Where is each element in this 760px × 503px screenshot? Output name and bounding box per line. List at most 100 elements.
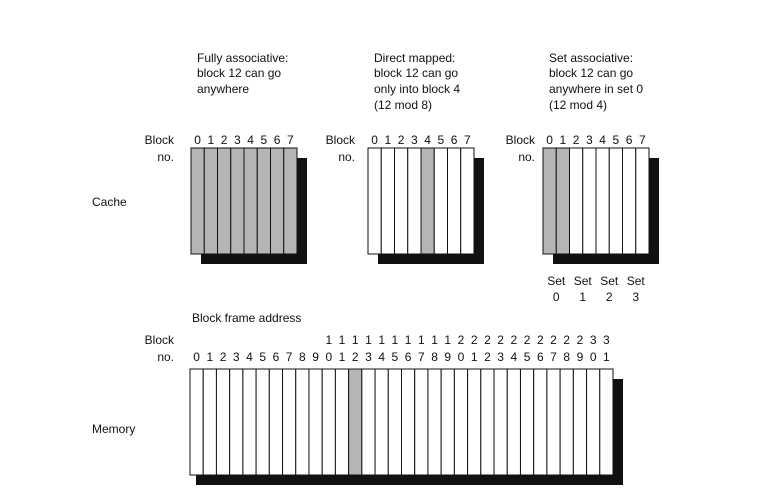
fully-block-number-2: 2 <box>221 133 228 147</box>
memory-block-units-3: 3 <box>233 350 240 364</box>
direct-caption-line-3: only into block 4 <box>374 82 460 96</box>
memory-block-tens-24: 2 <box>511 333 518 347</box>
memory-block-0 <box>189 368 204 476</box>
set-caption-line-2: block 12 can go <box>549 66 633 80</box>
memory-block-units-14: 4 <box>378 350 385 364</box>
fully-block-number-1: 1 <box>208 133 215 147</box>
memory-block-units-23: 3 <box>497 350 504 364</box>
set-cache-block-1 <box>555 147 570 255</box>
fully-block-number-6: 6 <box>274 133 281 147</box>
fully-block-number-4: 4 <box>247 133 254 147</box>
set-cache-block-0 <box>542 147 557 255</box>
fully-block-label: Block <box>145 133 175 147</box>
memory-block-units-12: 2 <box>352 350 359 364</box>
fully-associative-panel: Fully associative: block 12 can go anywh… <box>145 51 307 264</box>
memory-block-tens-30: 3 <box>590 333 597 347</box>
set-block-number-7: 7 <box>639 133 646 147</box>
set-number-1: 1 <box>579 290 586 304</box>
set-cache-block-2 <box>569 147 584 255</box>
memory-block-tens-23: 2 <box>497 333 504 347</box>
memory-block-21 <box>467 368 482 476</box>
memory-block-tens-26: 2 <box>537 333 544 347</box>
memory-block-9 <box>308 368 323 476</box>
fully-caption-line-1: Fully associative: <box>197 51 288 65</box>
memory-block-units-18: 8 <box>431 350 438 364</box>
set-label-0: Set <box>547 274 566 288</box>
memory-block-units-22: 2 <box>484 350 491 364</box>
memory-block-31 <box>599 368 614 476</box>
memory-block-15 <box>387 368 402 476</box>
direct-no-label: no. <box>338 150 355 164</box>
memory-block-units-25: 5 <box>524 350 531 364</box>
memory-block-units-24: 4 <box>511 350 518 364</box>
direct-cache-block-7 <box>460 147 475 255</box>
memory-block-12 <box>348 368 363 476</box>
memory-block-tens-11: 1 <box>339 333 346 347</box>
direct-block-label: Block <box>326 133 356 147</box>
fully-caption-line-2: block 12 can go <box>197 66 281 80</box>
set-caption-line-1: Set associative: <box>549 51 633 65</box>
memory-block-tens-28: 2 <box>563 333 570 347</box>
memory-block-tens-14: 1 <box>378 333 385 347</box>
memory-block-22 <box>480 368 495 476</box>
memory-block-2 <box>215 368 231 476</box>
memory-block-tens-15: 1 <box>392 333 399 347</box>
fully-cache-block-6 <box>270 147 285 255</box>
fully-cache-block-3 <box>230 147 245 255</box>
cache-label: Cache <box>92 195 127 209</box>
memory-block-units-2: 2 <box>220 350 227 364</box>
memory-block-units-28: 8 <box>563 350 570 364</box>
direct-mapped-panel: Direct mapped: block 12 can go only into… <box>326 51 484 264</box>
block-frame-address-title: Block frame address <box>192 311 301 325</box>
memory-block-10 <box>321 368 336 476</box>
memory-block-tens-12: 1 <box>352 333 359 347</box>
set-number-3: 3 <box>632 290 639 304</box>
direct-cache-block-2 <box>394 147 409 255</box>
direct-block-number-3: 3 <box>411 133 418 147</box>
memory-block-units-20: 0 <box>458 350 465 364</box>
fully-cache-block-0 <box>190 147 205 255</box>
memory-block-units-29: 9 <box>577 350 584 364</box>
fully-caption-line-3: anywhere <box>197 82 249 96</box>
fully-cache-block-4 <box>243 147 258 255</box>
fully-block-number-7: 7 <box>287 133 294 147</box>
memory-label: Memory <box>92 422 135 436</box>
memory-block-tens-17: 1 <box>418 333 425 347</box>
set-block-number-6: 6 <box>626 133 633 147</box>
direct-caption-line-2: block 12 can go <box>374 66 458 80</box>
set-cache-block-3 <box>582 147 597 255</box>
memory-block-units-27: 7 <box>550 350 557 364</box>
memory-block-25 <box>519 368 535 476</box>
memory-block-units-21: 1 <box>471 350 478 364</box>
fully-no-label: no. <box>157 150 174 164</box>
fully-cache-block-5 <box>256 147 271 255</box>
memory-block-1 <box>202 368 217 476</box>
memory-block-20 <box>453 368 469 476</box>
direct-block-number-5: 5 <box>438 133 445 147</box>
memory-block-tens-13: 1 <box>365 333 372 347</box>
memory-block-units-7: 7 <box>286 350 293 364</box>
memory-block-27 <box>546 368 561 476</box>
memory-block-7 <box>282 368 297 476</box>
memory-block-units-10: 0 <box>325 350 332 364</box>
set-number-2: 2 <box>606 290 613 304</box>
set-block-number-4: 4 <box>599 133 606 147</box>
memory-block-units-19: 9 <box>444 350 451 364</box>
set-caption-line-3: anywhere in set 0 <box>549 82 643 96</box>
set-block-number-1: 1 <box>560 133 567 147</box>
memory-block-units-5: 5 <box>259 350 266 364</box>
set-label-3: Set <box>627 274 646 288</box>
memory-block-tens-16: 1 <box>405 333 412 347</box>
direct-block-number-6: 6 <box>451 133 458 147</box>
set-block-number-5: 5 <box>613 133 620 147</box>
memory-block-tens-10: 1 <box>325 333 332 347</box>
memory-block-units-6: 6 <box>273 350 280 364</box>
memory-block-19 <box>440 368 455 476</box>
fully-block-number-0: 0 <box>194 133 201 147</box>
set-associative-panel: Set associative: block 12 can go anywher… <box>506 51 659 304</box>
direct-block-number-0: 0 <box>371 133 378 147</box>
set-label-1: Set <box>574 274 593 288</box>
direct-block-number-7: 7 <box>464 133 471 147</box>
set-cache-block-5 <box>608 147 623 255</box>
